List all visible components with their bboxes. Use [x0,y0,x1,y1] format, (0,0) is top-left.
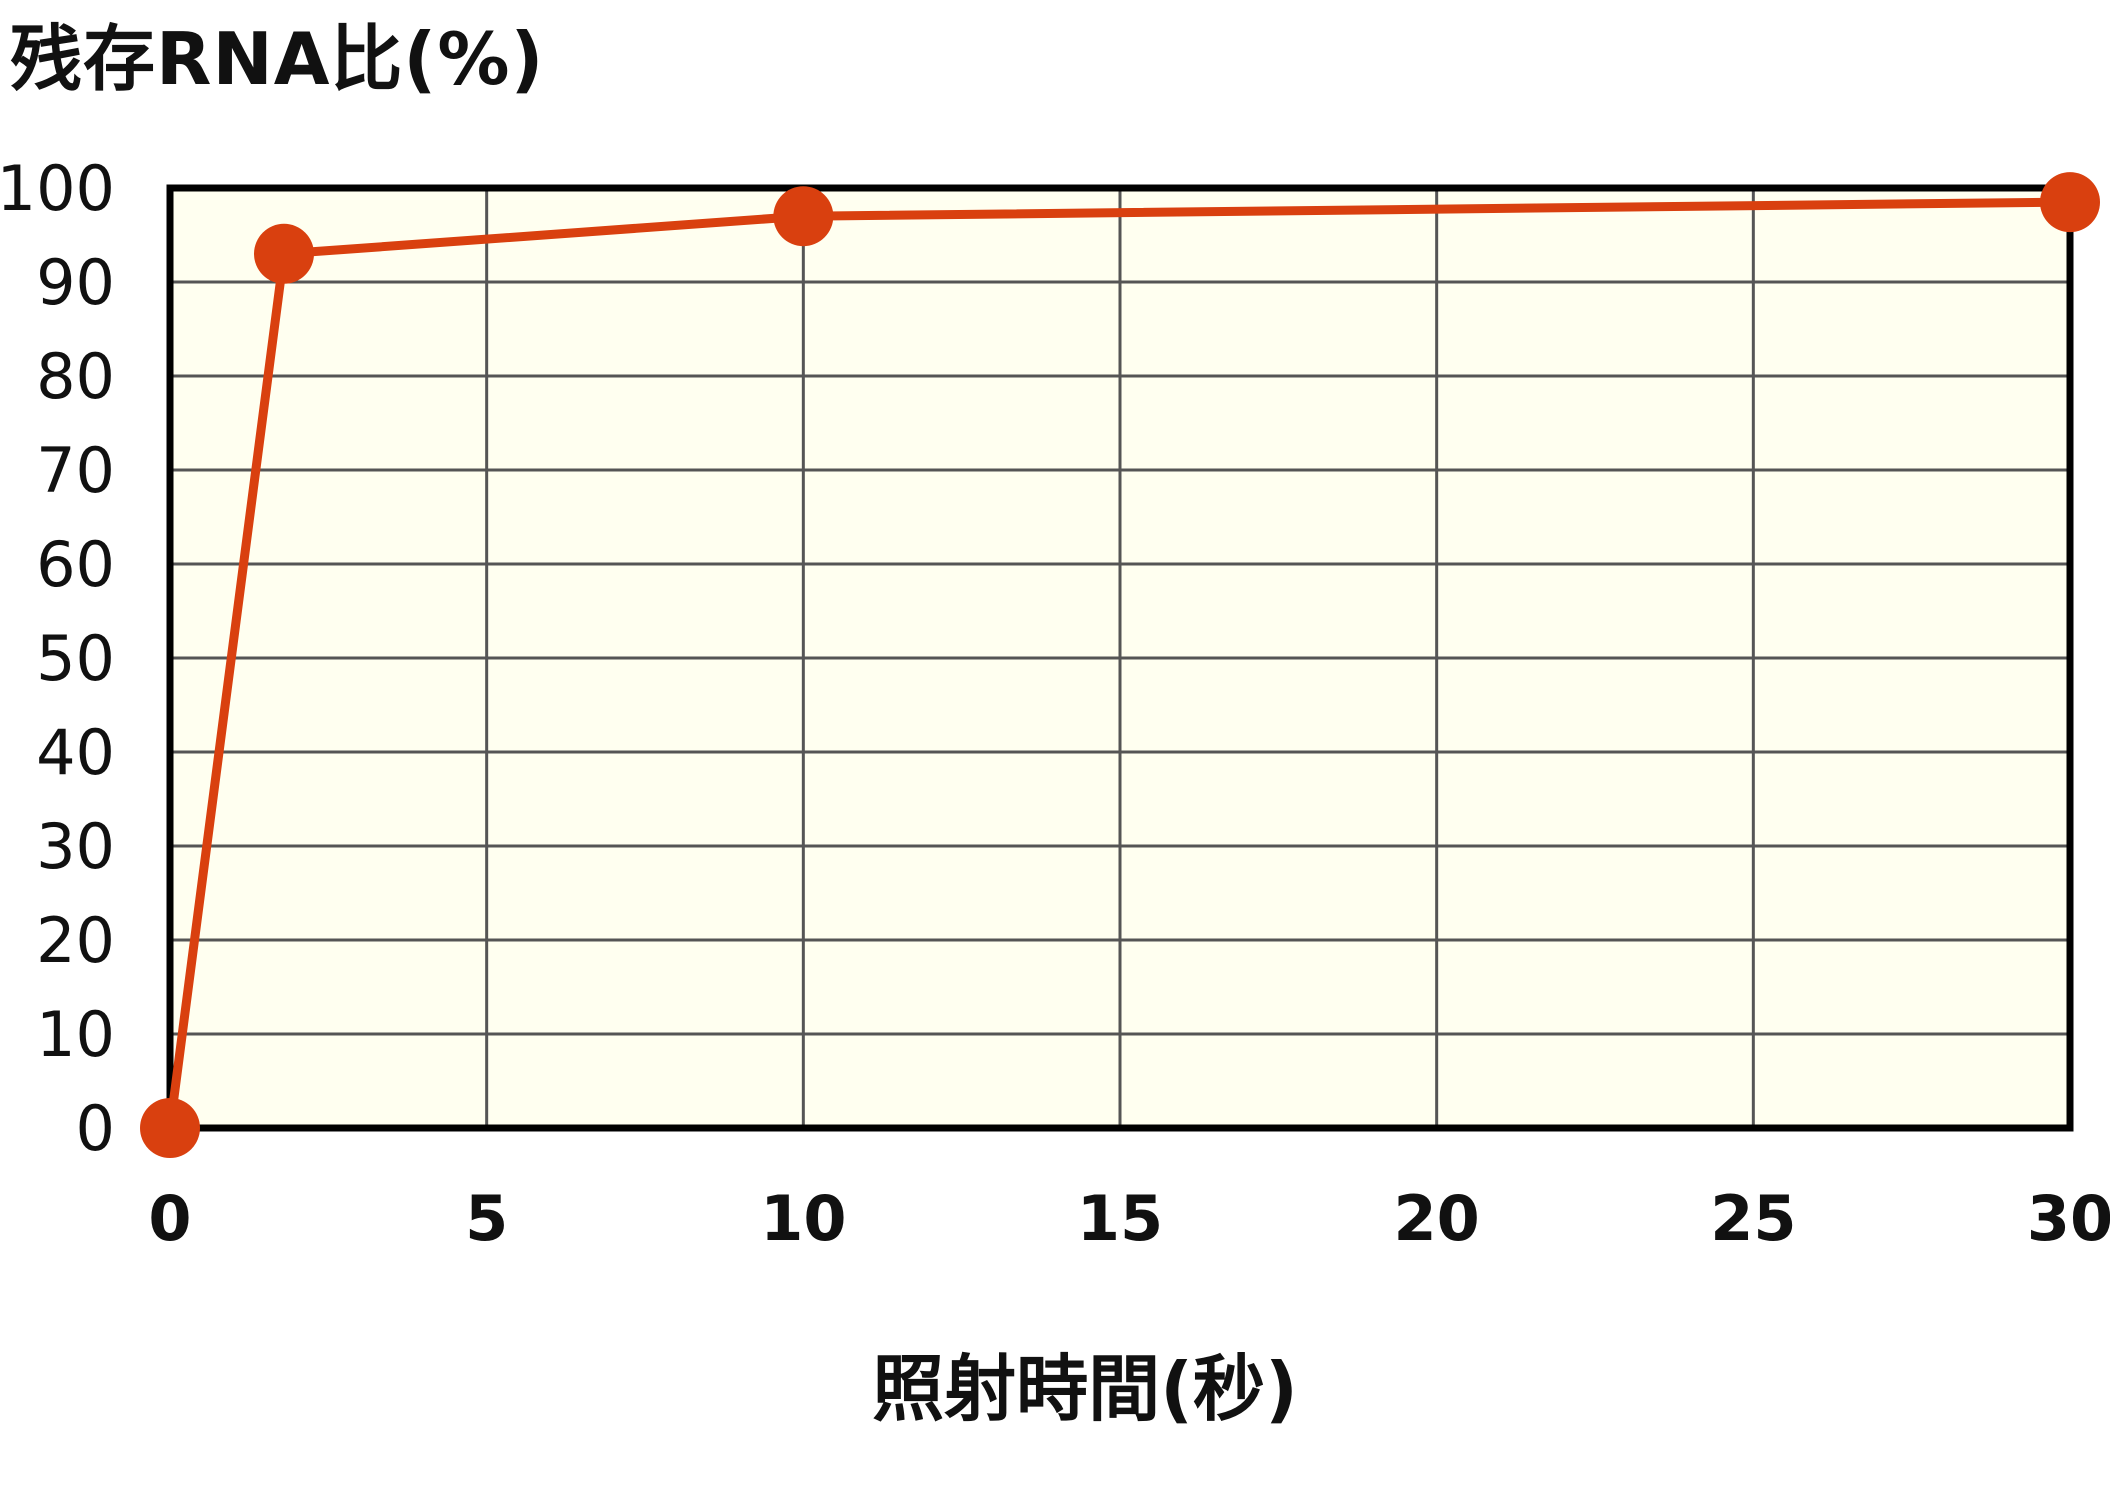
data-point [140,1098,200,1158]
plot-frame [166,184,2074,1132]
y-tick-label: 10 [36,998,115,1071]
data-point [2040,172,2100,233]
x-tick-label: 20 [1394,1182,1480,1255]
y-tick-label: 0 [76,1092,115,1165]
y-axis-title: 残存RNA比(%) [10,17,545,101]
y-tick-label: 40 [36,716,115,789]
y-tick-label: 70 [36,434,115,507]
x-tick-label: 5 [465,1182,508,1255]
series-line [165,197,2071,1129]
y-tick-label: 60 [36,528,115,601]
x-axis-title: 照射時間(秒) [872,1347,1298,1431]
y-tick-label: 100 [0,152,115,225]
y-tick-label: 30 [36,810,115,883]
y-tick-label: 20 [36,904,115,977]
y-tick-label: 90 [36,246,115,319]
x-tick-label: 25 [1710,1182,1796,1255]
x-tick-label: 10 [760,1182,846,1255]
data-point [773,186,834,247]
data-point [254,223,314,284]
x-tick-label: 30 [2027,1182,2110,1255]
y-tick-label: 80 [36,340,115,413]
x-tick-label: 0 [148,1182,191,1255]
x-tick-label: 15 [1077,1182,1163,1255]
y-tick-label: 50 [36,622,115,695]
